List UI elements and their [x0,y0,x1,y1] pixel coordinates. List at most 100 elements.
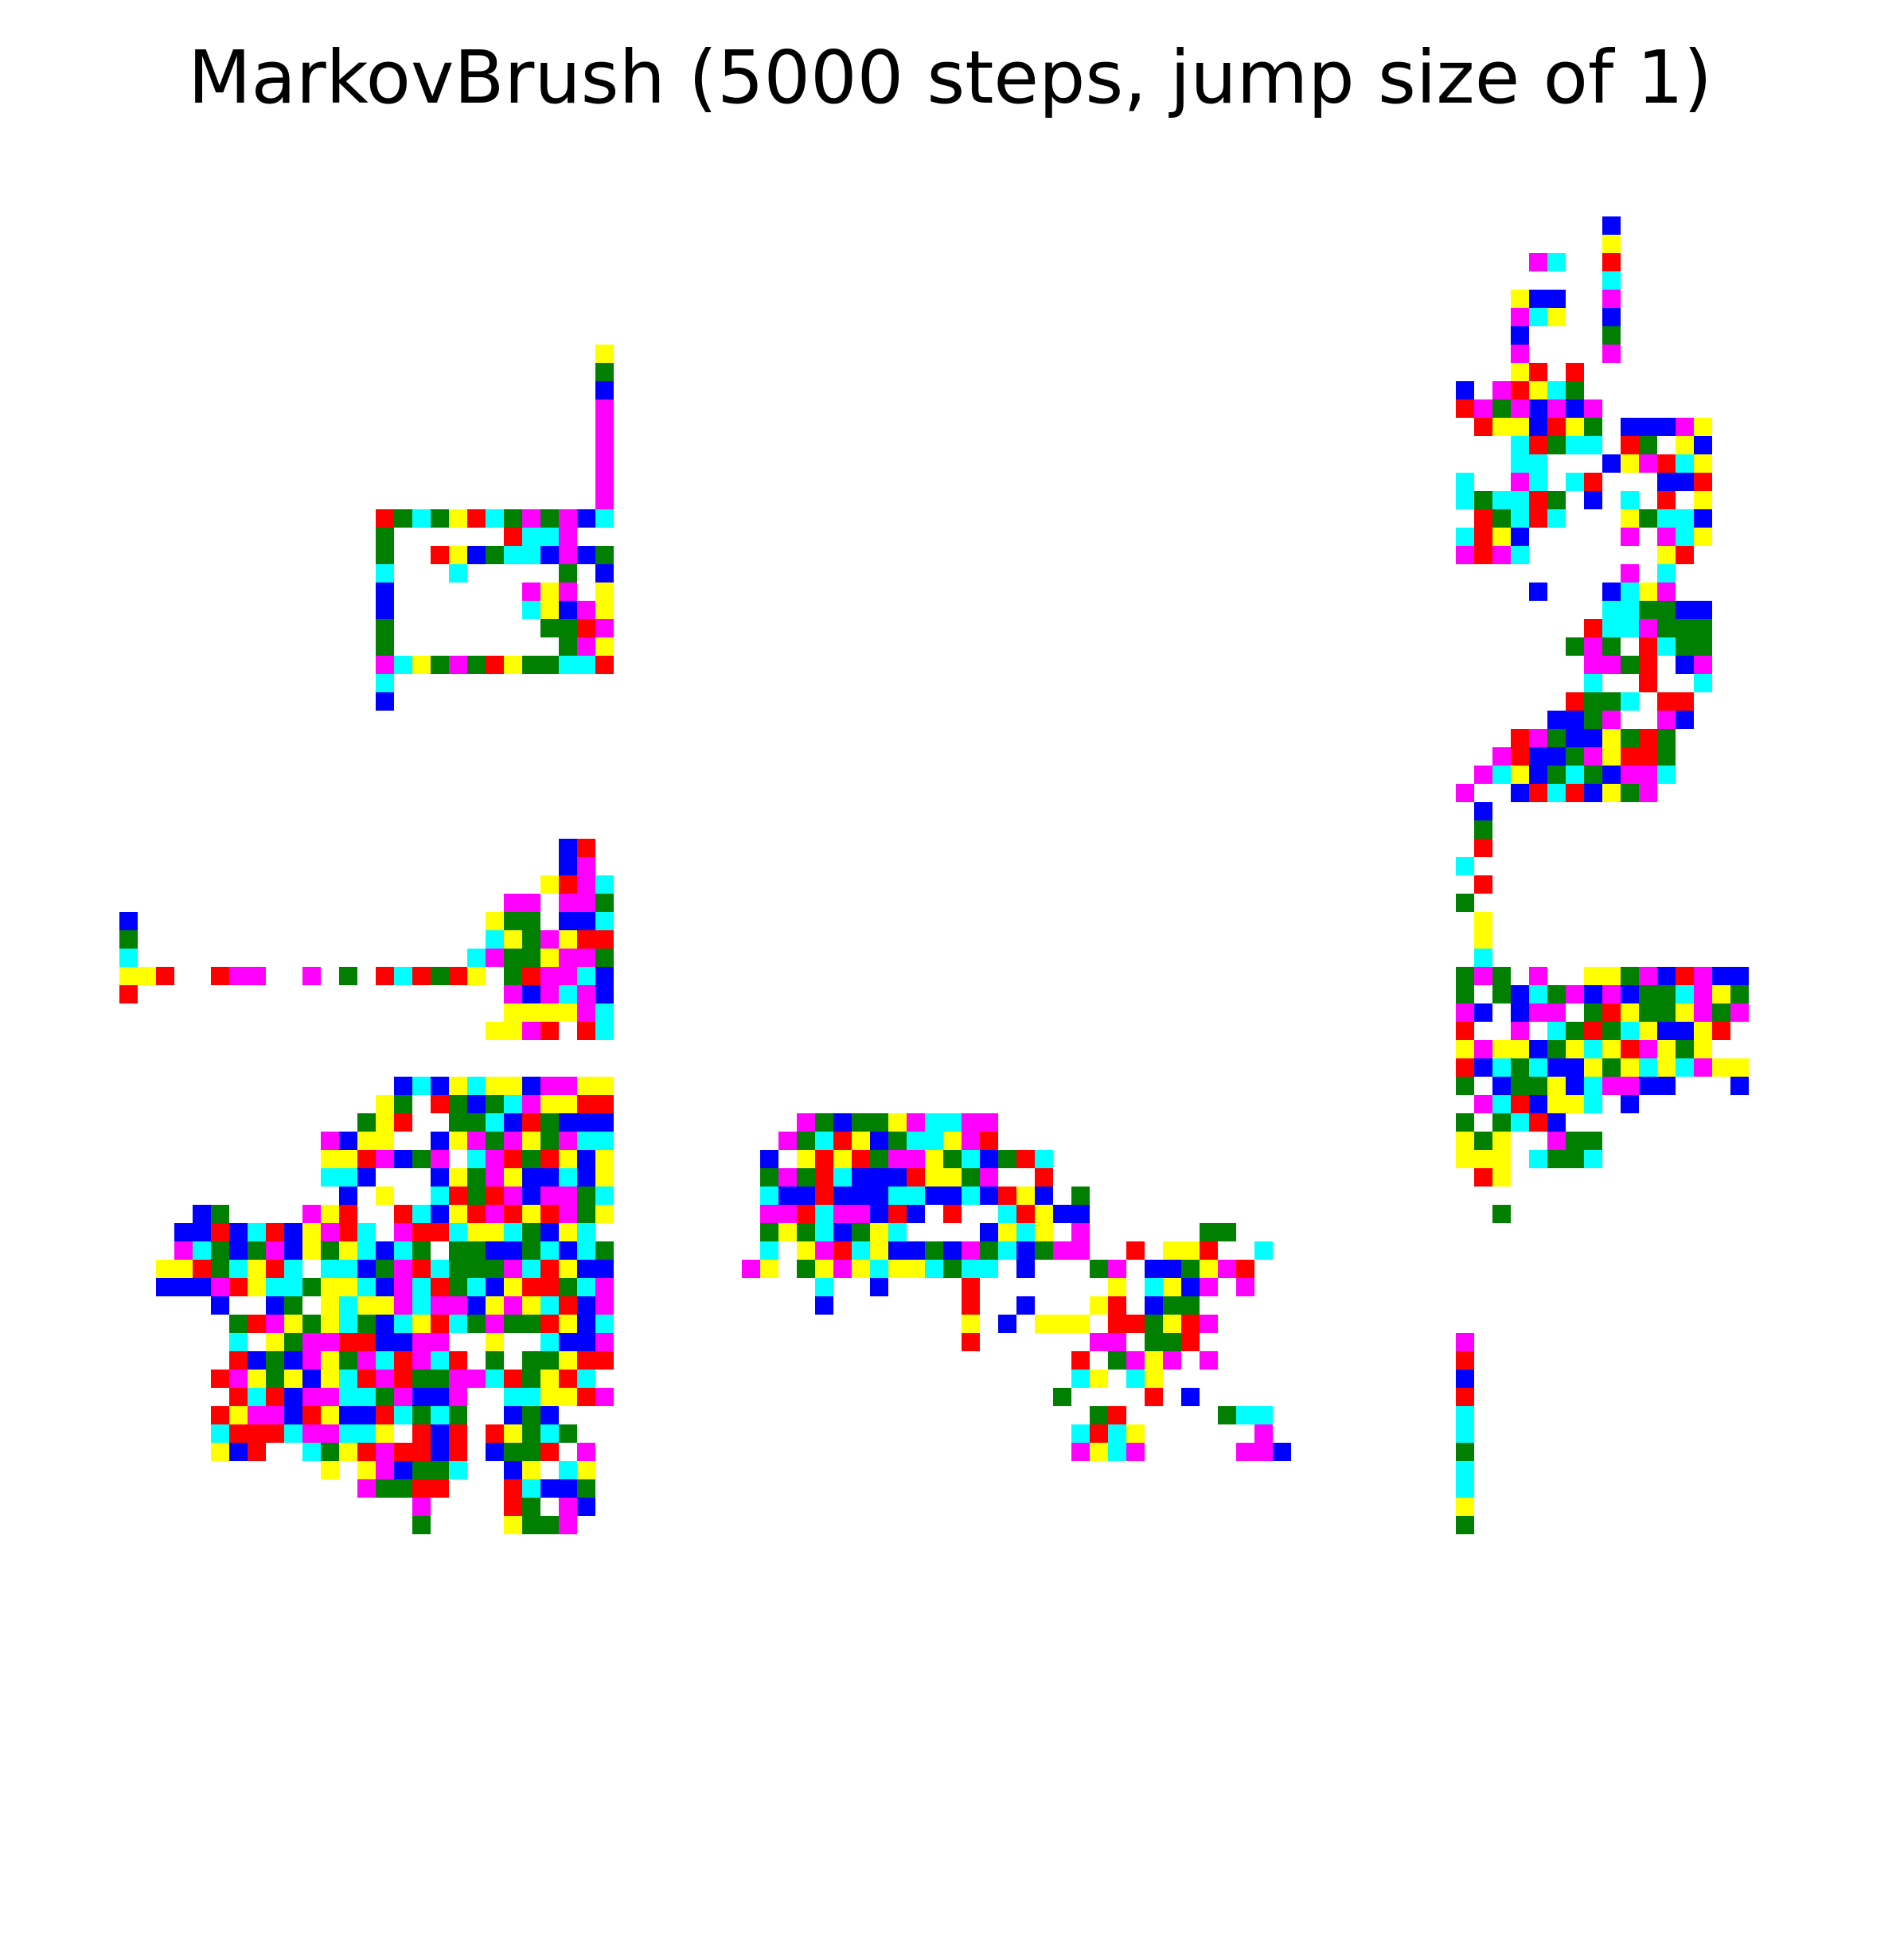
grid-cell [577,1241,595,1260]
grid-cell [1016,1260,1035,1278]
grid-cell [595,1278,614,1296]
grid-cell [1694,1040,1712,1058]
grid-cell [797,1168,815,1187]
grid-cell [833,1223,852,1241]
grid-cell [559,1388,577,1406]
grid-cell [1090,1424,1108,1443]
grid-cell [1145,1260,1163,1278]
grid-cell [1474,875,1492,894]
grid-cell [1163,1296,1181,1315]
grid-cell [1602,601,1621,619]
grid-cell [577,894,595,912]
grid-cell [1456,1424,1474,1443]
grid-cell [1511,1003,1529,1022]
grid-cell [998,1241,1016,1260]
grid-cell [778,1187,797,1205]
grid-cell [1639,674,1657,692]
grid-cell [376,1315,394,1333]
grid-cell [1547,1058,1566,1077]
grid-cell [248,1223,266,1241]
grid-cell [559,1168,577,1187]
grid-cell [1621,656,1639,674]
grid-cell [559,839,577,857]
grid-cell [1694,656,1712,674]
grid-cell [1529,985,1547,1003]
grid-cell [1621,1022,1639,1040]
grid-cell [595,1113,614,1132]
grid-cell [1126,1370,1145,1388]
grid-cell [1474,546,1492,564]
grid-cell [559,857,577,875]
grid-cell [852,1113,870,1132]
grid-cell [815,1223,833,1241]
grid-cell [559,1516,577,1534]
grid-cell [1566,985,1584,1003]
grid-cell [1090,1260,1108,1278]
grid-cell [540,1168,559,1187]
grid-cell [1456,985,1474,1003]
grid-cell [1676,637,1694,656]
grid-cell [760,1205,778,1223]
grid-cell [1621,1095,1639,1113]
grid-cell [431,967,449,985]
grid-cell [595,1003,614,1022]
grid-cell [595,601,614,619]
grid-cell [925,1150,943,1168]
grid-cell [1621,583,1639,601]
grid-cell [394,1223,412,1241]
grid-cell [211,1278,229,1296]
grid-cell [522,528,540,546]
grid-cell [1602,985,1621,1003]
grid-cell [852,1205,870,1223]
grid-cell [577,1370,595,1388]
grid-cell [962,1260,980,1278]
grid-cell [376,1333,394,1351]
grid-cell [1511,1077,1529,1095]
grid-cell [1456,1498,1474,1516]
grid-cell [943,1187,962,1205]
grid-cell [1621,1058,1639,1077]
grid-cell [907,1132,925,1150]
grid-cell [540,1095,559,1113]
grid-cell [870,1132,888,1150]
grid-cell [1621,454,1639,473]
grid-cell [1035,1150,1053,1168]
grid-cell [1657,729,1676,747]
grid-cell [449,1296,467,1315]
grid-cell [321,1315,339,1333]
grid-cell [577,1095,595,1113]
grid-cell [595,399,614,418]
grid-cell [1584,784,1602,802]
grid-cell [1108,1278,1126,1296]
grid-cell [522,949,540,967]
grid-cell [1657,637,1676,656]
grid-cell [577,1150,595,1168]
grid-cell [1584,399,1602,418]
grid-cell [1657,692,1676,711]
grid-cell [1492,1095,1511,1113]
grid-cell [357,1278,376,1296]
grid-cell [1511,1113,1529,1132]
grid-cell [1016,1241,1035,1260]
grid-cell [504,1260,522,1278]
grid-cell [522,1516,540,1534]
grid-cell [559,1351,577,1370]
grid-cell [522,656,540,674]
grid-cell [522,1241,540,1260]
grid-cell [321,1223,339,1241]
grid-cell [559,1479,577,1498]
grid-cell [431,1388,449,1406]
grid-cell [412,1516,431,1534]
grid-cell [870,1278,888,1296]
grid-cell [486,1150,504,1168]
grid-cell [1584,619,1602,637]
grid-cell [962,1278,980,1296]
grid-cell [522,1351,540,1370]
grid-cell [431,546,449,564]
grid-cell [1602,729,1621,747]
grid-cell [1566,1040,1584,1058]
grid-cell [486,1296,504,1315]
grid-cell [1511,985,1529,1003]
grid-cell [1566,1095,1584,1113]
